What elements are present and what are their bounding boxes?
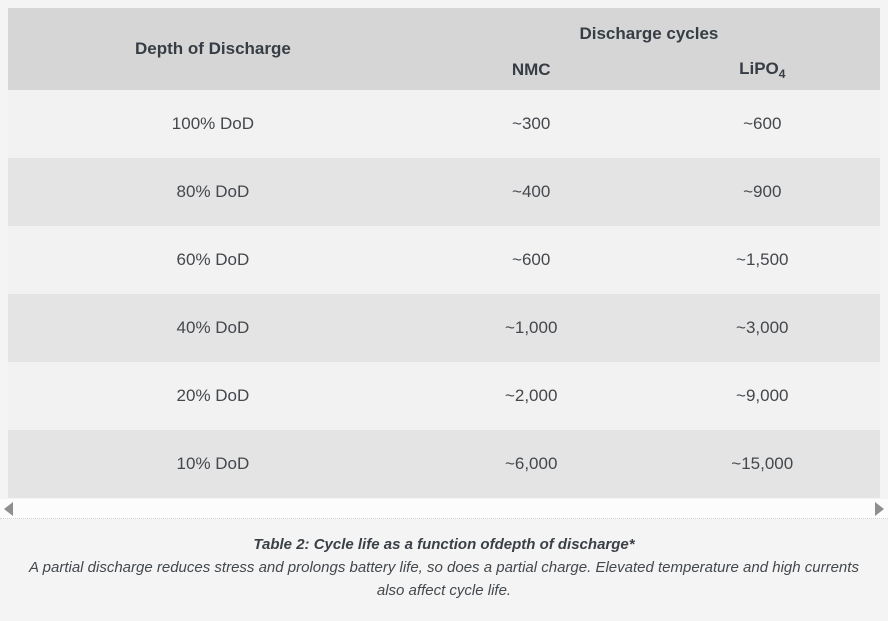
scroll-right-arrow-icon[interactable] bbox=[875, 501, 884, 516]
cell-dod: 100% DoD bbox=[8, 90, 418, 158]
cell-dod: 40% DoD bbox=[8, 294, 418, 362]
cell-nmc: ~400 bbox=[417, 158, 645, 226]
header-depth-of-discharge: Depth of Discharge bbox=[8, 8, 418, 90]
cell-dod: 80% DoD bbox=[8, 158, 418, 226]
table-row: 10% DoD ~6,000 ~15,000 bbox=[8, 430, 880, 498]
lipo4-subscript: 4 bbox=[778, 67, 786, 81]
battery-cycle-table-wrap: Depth of Discharge Discharge cycles NMC … bbox=[8, 8, 880, 498]
cell-dod: 20% DoD bbox=[8, 362, 418, 430]
cell-dod: 10% DoD bbox=[8, 430, 418, 498]
table-row: 20% DoD ~2,000 ~9,000 bbox=[8, 362, 880, 430]
cell-nmc: ~300 bbox=[417, 90, 645, 158]
cell-lipo4: ~1,500 bbox=[644, 226, 880, 294]
cell-lipo4: ~3,000 bbox=[644, 294, 880, 362]
horizontal-scrollbar[interactable] bbox=[0, 499, 888, 519]
cell-nmc: ~6,000 bbox=[417, 430, 645, 498]
header-lipo4: LiPO4 bbox=[644, 50, 880, 90]
cell-lipo4: ~9,000 bbox=[644, 362, 880, 430]
header-row-top: Depth of Discharge Discharge cycles bbox=[8, 8, 880, 90]
table-footnote: A partial discharge reduces stress and p… bbox=[29, 559, 859, 599]
cell-nmc: ~2,000 bbox=[417, 362, 645, 430]
lipo4-label: LiPO bbox=[739, 59, 779, 78]
scroll-left-arrow-icon[interactable] bbox=[4, 501, 13, 516]
table-caption: Table 2: Cycle life as a function ofdept… bbox=[253, 536, 635, 553]
battery-cycle-table: Depth of Discharge Discharge cycles NMC … bbox=[8, 8, 880, 498]
table-row: 100% DoD ~300 ~600 bbox=[8, 90, 880, 158]
table-row: 80% DoD ~400 ~900 bbox=[8, 158, 880, 226]
cell-lipo4: ~900 bbox=[644, 158, 880, 226]
cell-dod: 60% DoD bbox=[8, 226, 418, 294]
header-nmc: NMC bbox=[417, 50, 645, 90]
header-row-sub: NMC LiPO4 bbox=[8, 50, 880, 90]
table-row: 60% DoD ~600 ~1,500 bbox=[8, 226, 880, 294]
cell-nmc: ~600 bbox=[417, 226, 645, 294]
header-discharge-cycles: Discharge cycles bbox=[417, 8, 880, 50]
cell-lipo4: ~15,000 bbox=[644, 430, 880, 498]
table-row: 40% DoD ~1,000 ~3,000 bbox=[8, 294, 880, 362]
cell-lipo4: ~600 bbox=[644, 90, 880, 158]
cell-nmc: ~1,000 bbox=[417, 294, 645, 362]
